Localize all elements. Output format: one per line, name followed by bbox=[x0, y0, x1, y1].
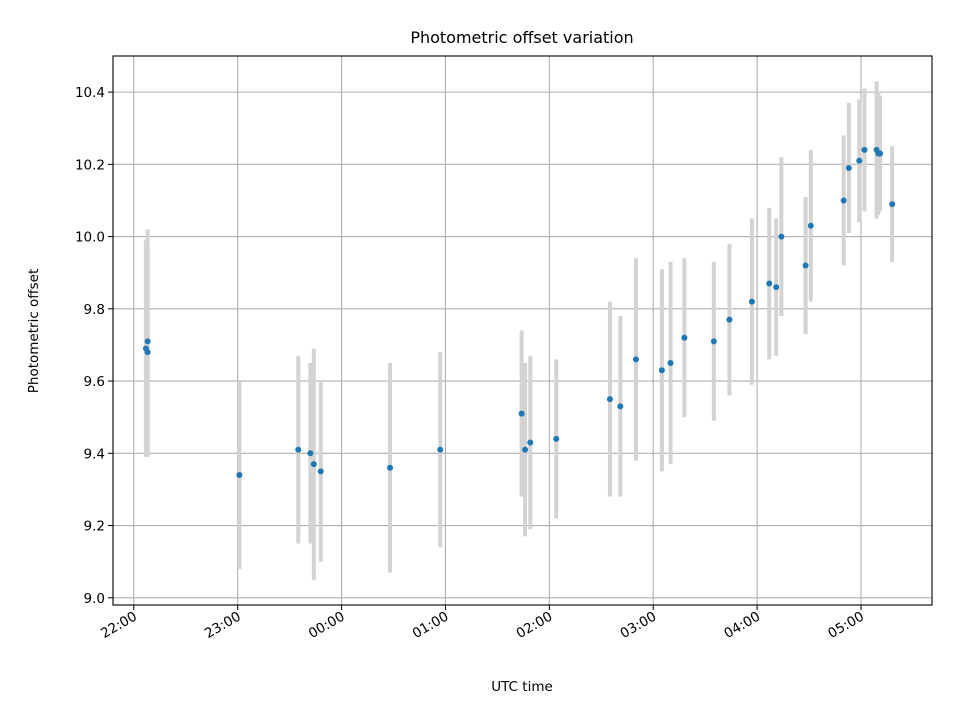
data-point bbox=[310, 461, 317, 468]
data-point bbox=[387, 464, 394, 471]
y-tick-label: 9.6 bbox=[84, 374, 105, 390]
y-tick-label: 9.8 bbox=[84, 302, 105, 318]
data-point bbox=[606, 396, 613, 403]
data-point bbox=[726, 316, 733, 323]
data-point bbox=[236, 471, 243, 478]
data-point bbox=[877, 150, 884, 157]
data-point bbox=[144, 338, 151, 345]
y-tick-label: 10.4 bbox=[75, 85, 105, 101]
y-tick-label: 9.4 bbox=[84, 446, 105, 462]
data-point bbox=[889, 201, 896, 208]
y-axis-label: Photometric offset bbox=[26, 269, 42, 393]
data-point bbox=[856, 157, 863, 164]
data-point bbox=[307, 450, 314, 457]
chart-title: Photometric offset variation bbox=[410, 28, 633, 47]
data-point bbox=[527, 439, 534, 446]
data-point bbox=[807, 222, 814, 229]
data-point bbox=[553, 435, 560, 442]
plot-frame bbox=[112, 55, 933, 606]
data-points bbox=[142, 146, 896, 478]
data-point bbox=[840, 197, 847, 204]
data-point bbox=[681, 334, 688, 341]
y-tick-label: 9.2 bbox=[84, 519, 105, 535]
data-point bbox=[617, 403, 624, 410]
data-point bbox=[317, 468, 324, 475]
data-point bbox=[773, 284, 780, 291]
data-point bbox=[144, 349, 151, 356]
data-point bbox=[658, 367, 665, 374]
data-point bbox=[667, 360, 674, 367]
data-point bbox=[518, 410, 525, 417]
data-point bbox=[766, 280, 773, 287]
data-point bbox=[845, 164, 852, 171]
y-tick-label: 9.0 bbox=[84, 591, 105, 607]
y-tick-label: 10.2 bbox=[75, 157, 105, 173]
data-point bbox=[861, 146, 868, 153]
data-point bbox=[748, 298, 755, 305]
data-point bbox=[632, 356, 639, 363]
data-point bbox=[295, 446, 302, 453]
data-point bbox=[778, 233, 785, 240]
data-point bbox=[437, 446, 444, 453]
data-point bbox=[522, 446, 529, 453]
data-point bbox=[802, 262, 809, 269]
y-tick-label: 10.0 bbox=[75, 230, 105, 246]
data-point bbox=[710, 338, 717, 345]
x-axis-label: UTC time bbox=[491, 679, 553, 695]
y-axis-ticks: 9.0 9.2 9.4 9.6 9.8 10.0 10.2 10.4 bbox=[75, 85, 113, 607]
